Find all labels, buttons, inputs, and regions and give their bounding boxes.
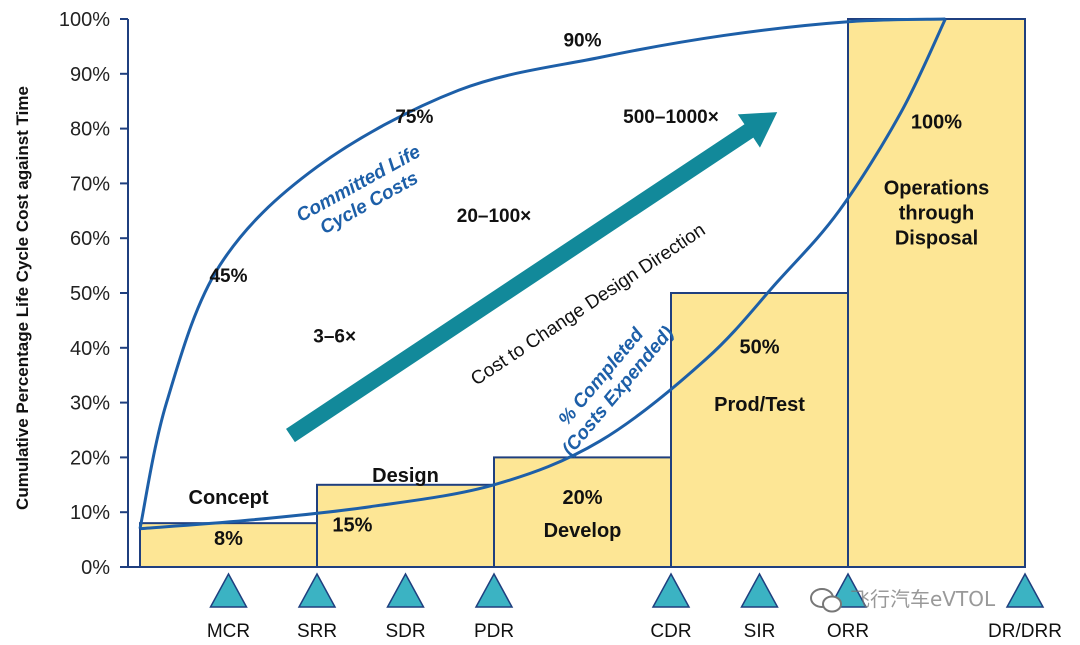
y-tick-label: 90% <box>70 64 110 86</box>
y-tick-label: 100% <box>59 9 110 31</box>
milestone-label: DR/DRR <box>988 621 1062 642</box>
phase-bar <box>493 456 672 568</box>
milestone-triangle <box>386 572 425 608</box>
milestone-layer: MCR SRR SDR PDR CDR SIR ORR DR/DRR <box>207 572 1062 642</box>
axis-layer: 0% 10% 20% 30% 40% 50% 60% 70% 80% 90% 100% <box>59 9 1025 579</box>
phase-name-label: Design <box>372 465 439 487</box>
milestone-label: SRR <box>297 621 337 642</box>
y-tick-label: 60% <box>70 228 110 250</box>
milestone-label: PDR <box>474 621 514 642</box>
y-tick-label: 10% <box>70 502 110 524</box>
milestone-label: CDR <box>650 621 691 642</box>
committed-percent-label: 75% <box>395 107 433 128</box>
y-tick-label: 30% <box>70 393 110 415</box>
y-tick-label: 80% <box>70 119 110 141</box>
watermark-text: 飞行汽车eVTOL <box>850 587 996 611</box>
committed-cost-curve <box>138 17 946 529</box>
y-tick-label: 50% <box>70 283 110 305</box>
phase-name-line: through <box>899 202 975 224</box>
committed-percent-label: 45% <box>209 266 247 287</box>
cost-multiplier-label: 3–6× <box>313 326 356 347</box>
completed-cost-curve <box>139 18 947 531</box>
phase-value-label: 8% <box>214 528 243 550</box>
milestone-label: SDR <box>385 621 425 642</box>
cost-multiplier-label: 20–100× <box>457 206 532 227</box>
milestone-label: SIR <box>744 621 776 642</box>
milestone-triangle <box>474 572 514 608</box>
phase-value-label: 15% <box>332 514 372 536</box>
milestone-label: ORR <box>827 621 869 642</box>
cost-arrow-shape <box>286 112 778 443</box>
watermark: 飞行汽车eVTOL <box>810 587 996 613</box>
bar-layer <box>139 18 1026 568</box>
phase-name-label: Develop <box>544 520 622 542</box>
phase-value-label: 100% <box>911 112 962 134</box>
milestone-label: MCR <box>207 621 250 642</box>
y-tick-label: 40% <box>70 338 110 360</box>
phase-name-line: Disposal <box>895 227 978 249</box>
y-tick-label: 20% <box>70 447 110 469</box>
phase-bar <box>847 18 1026 568</box>
phase-value-label: 20% <box>562 487 602 509</box>
curve-layer <box>138 17 947 531</box>
wechat-icon <box>810 588 842 613</box>
y-tick-label: 70% <box>70 173 110 195</box>
phase-bar <box>670 292 849 568</box>
y-axis-title: Cumulative Percentage Life Cycle Cost ag… <box>13 86 32 510</box>
committed-percent-label: 90% <box>563 30 601 51</box>
milestone-triangle <box>651 572 691 608</box>
phase-name-line: Operations <box>884 177 990 199</box>
cost-multiplier-label: 500–1000× <box>623 107 719 128</box>
arrow-layer <box>286 112 778 443</box>
milestone-triangle <box>209 572 248 608</box>
milestone-triangle <box>1005 572 1045 608</box>
milestone-triangle <box>297 572 337 608</box>
milestone-triangle <box>740 572 779 608</box>
cost-change-arrow <box>286 112 778 443</box>
y-tick-label: 0% <box>81 557 110 579</box>
phase-name-label: Concept <box>189 487 269 509</box>
phase-value-label: 50% <box>739 336 779 358</box>
phase-bar <box>316 483 495 568</box>
phase-name-label: Prod/Test <box>714 394 805 416</box>
